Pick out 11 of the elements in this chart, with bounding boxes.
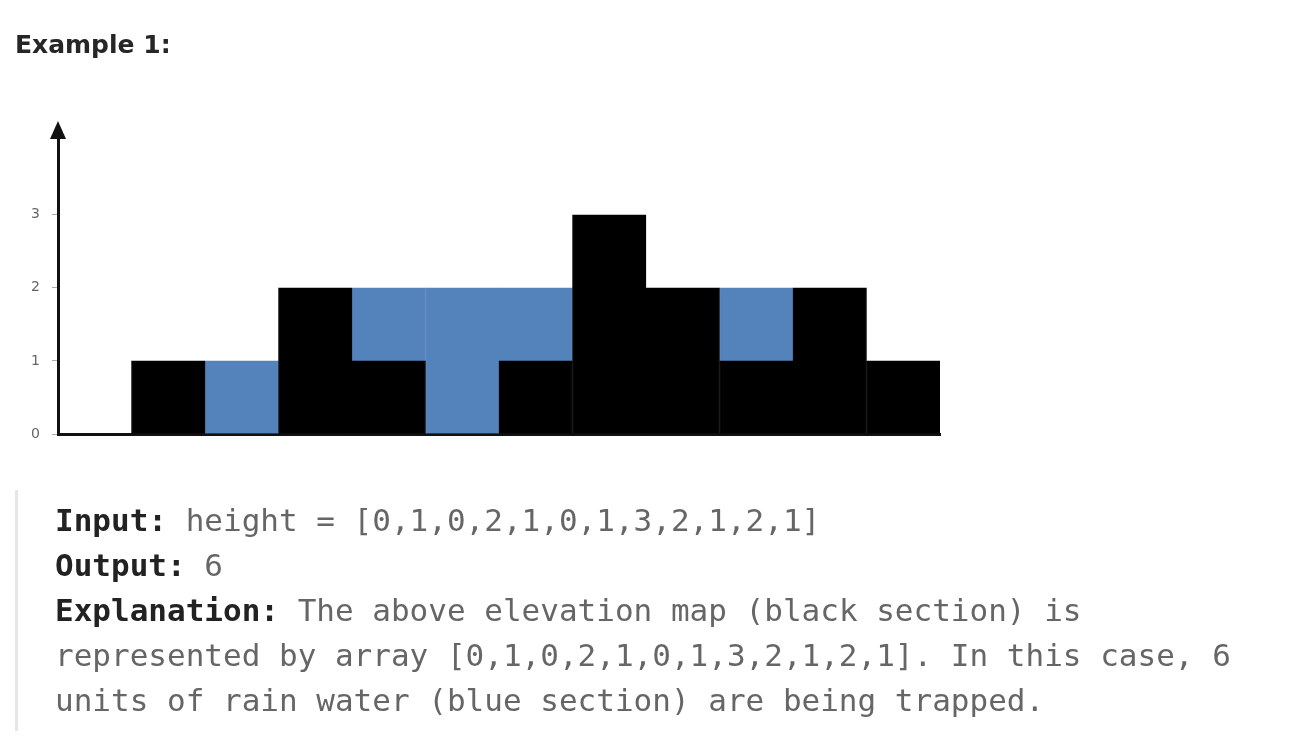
y-tick-label: 0 <box>31 424 40 441</box>
text: Input: height = [0,1,0,2,1,0,1,3,2,1,2,1] <box>55 502 821 538</box>
bar <box>131 360 206 434</box>
bar <box>719 287 794 361</box>
text: Output: 6 <box>55 547 223 583</box>
y-tick-label: 2 <box>31 278 40 295</box>
y-tick-label: 3 <box>31 205 40 222</box>
text: Explanation: The above elevation map (black section) is represented by array [0,1,0,2,1,0,1,3,2,1,2,1]. In this case, 6 units of rain water (blue section) are being trapped. <box>55 592 1231 718</box>
chart-title: Example 1: <box>15 29 171 61</box>
y-tick-label: 1 <box>31 351 40 368</box>
bar <box>204 360 279 434</box>
